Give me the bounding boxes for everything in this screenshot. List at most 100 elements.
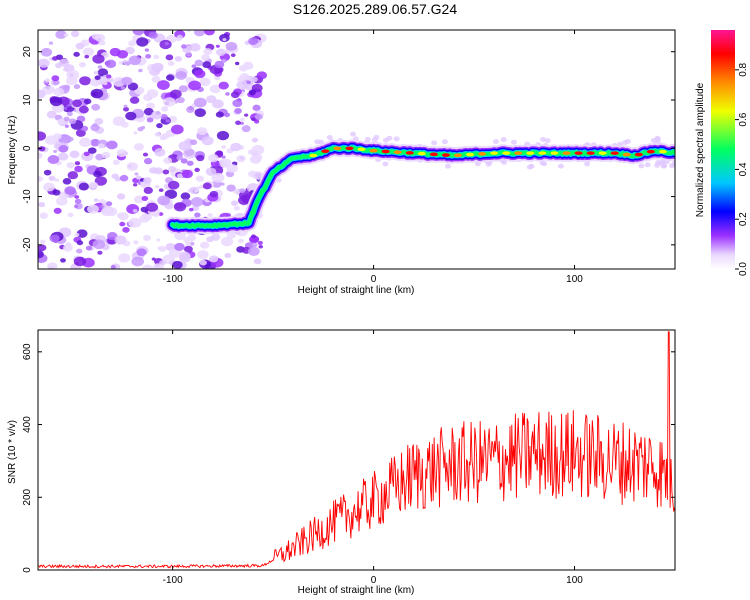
noise-blob [125,61,131,66]
noise-blob [64,124,69,128]
noise-blob [94,75,101,81]
noise-blob [133,195,144,204]
noise-blob [644,162,651,168]
noise-blob [185,241,192,247]
noise-blob [199,241,210,249]
noise-blob [38,89,46,99]
noise-blob [93,170,102,178]
noise-blob [48,175,56,182]
noise-blob [129,96,140,104]
noise-blob [128,217,142,228]
noise-blob [241,125,251,133]
noise-blob [79,137,92,148]
x-tick-label: 0 [371,575,377,586]
noise-blob [199,259,207,266]
noise-blob [145,54,152,59]
noise-blob [74,198,82,204]
noise-blob [76,229,88,238]
noise-blob [230,200,239,206]
noise-blob [130,165,136,169]
colorbar-gradient [711,30,735,269]
noise-blob [154,184,160,189]
ridge-peak [333,146,342,151]
noise-blob [188,80,202,91]
colorbar-label: Normalized spectral amplitude [695,82,706,217]
ridge-peak [369,148,378,153]
noise-blob [58,144,69,153]
noise-blob [66,106,72,111]
ridge-peak [199,223,207,228]
noise-blob [84,54,90,59]
noise-blob [110,264,116,269]
noise-blob [66,162,75,169]
noise-blob [431,140,438,146]
noise-blob [225,92,230,96]
noise-blob [74,161,81,166]
ridge-peak [514,151,523,155]
noise-blob [174,56,182,62]
noise-blob [134,143,144,151]
noise-blob [249,155,262,164]
noise-blob [151,111,163,120]
noise-blob [444,163,451,169]
noise-blob [78,182,90,191]
noise-blob [226,184,236,192]
noise-blob [207,213,213,218]
noise-blob [83,151,90,157]
y-tick-label: -20 [22,237,33,252]
noise-blob [73,84,81,90]
noise-blob [236,155,246,163]
noise-blob [181,44,187,49]
noise-blob [244,113,249,117]
noise-blob [76,240,84,246]
noise-blob [252,104,261,112]
noise-blob [197,127,208,136]
spectrogram-frame [37,29,676,270]
noise-blob [246,80,251,85]
noise-blob [386,135,393,141]
noise-blob [127,82,139,91]
noise-blob [201,54,210,61]
noise-blob [671,160,675,166]
noise-blob [74,195,80,199]
noise-blob [233,205,241,211]
ridge-peak [249,210,257,215]
noise-blob [151,257,156,261]
chart-title: S126.2025.289.06.57.G24 [292,1,458,17]
noise-blob [178,141,192,152]
noise-blob [66,111,73,117]
noise-blob [62,177,72,185]
noise-blob [92,54,105,64]
noise-blob [58,58,70,67]
noise-blob [102,81,108,86]
noise-blob [239,64,248,72]
noise-blob [74,165,83,173]
y-tick-label: 10 [22,94,33,106]
noise-blob [149,167,158,174]
noise-blob [91,103,101,111]
noise-blob [132,209,138,213]
colorbar-tick-label: 0.0 [738,262,749,276]
ridge-peak [646,149,655,154]
colorbar-tick-label: 0.2 [738,212,749,226]
noise-blob [38,176,44,182]
noise-blob [64,186,76,195]
noise-blob [53,87,65,97]
noise-blob [153,54,160,60]
noise-blob [143,107,154,116]
noise-blob [180,158,188,164]
noise-blob [123,107,130,112]
noise-blob [528,163,535,169]
noise-blob [67,171,79,180]
noise-blob [176,37,182,42]
noise-blob [236,80,249,90]
noise-blob [185,51,192,57]
ridge-peak [345,146,354,151]
noise-blob [111,173,119,179]
noise-blob [74,204,79,208]
noise-blob [195,175,205,182]
noise-blob [97,65,103,69]
snr-ylabel: SNR (10 * v/v) [7,420,18,484]
noise-blob [105,59,117,69]
noise-blob [191,64,197,69]
